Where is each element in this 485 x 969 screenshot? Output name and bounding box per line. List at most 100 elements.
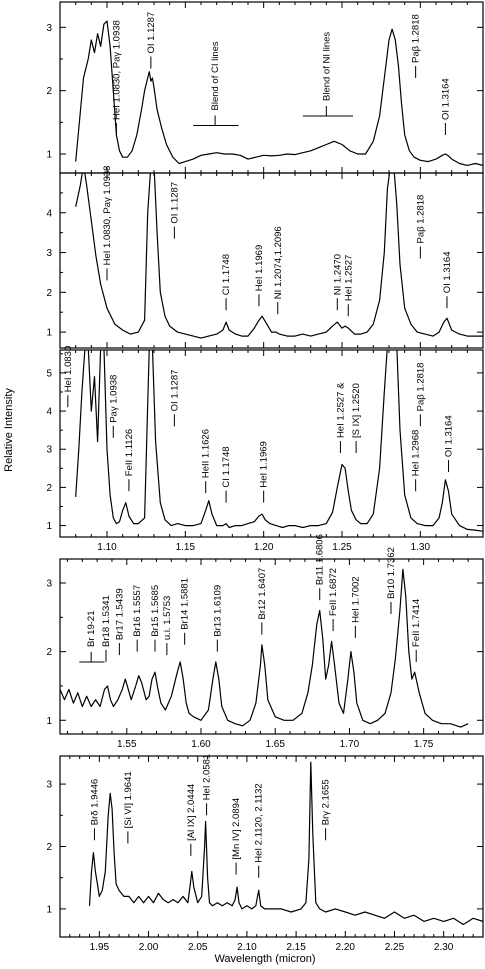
spectrum-line [75,20,483,166]
line-label: Br17 1.5439 [114,588,125,640]
line-label: Br12 1.6407 [257,568,268,620]
spectrum-line [75,173,483,339]
line-label: OI 1.3164 [440,78,451,120]
x-tick-label: 1.95 [90,942,110,953]
panel-5: 1 2 3 1.95 2.00 2.05 2.10 2.15 2.20 2.25 2.30 Brδ 1… [46,754,484,953]
line-label: Br15 1.5685 [150,585,161,637]
y-tick-label: 1 [46,150,52,161]
line-label: Paβ 1.2818 [411,14,422,63]
y-tick-label: 3 [46,579,52,590]
line-label: Blend of NI lines [321,32,332,101]
line-label: Paγ 1.0938 [108,375,119,423]
y-axis-title: Relative Intensity [3,388,15,472]
line-label: FeII 1.6872 [328,568,339,616]
x-tick-label: 1.20 [254,542,274,553]
panel-3: 1 2 3 4 5 1.10 1.15 1.20 1.25 1.30 HeI 1.0830 Paγ 1… [46,346,484,553]
line-label: Br13 1.6109 [212,585,223,637]
panel-4: 1 2 3 1.55 1.60 1.65 1.70 1.75 Br 19-21 Br18 1.53… [46,534,484,750]
x-tick-label: 1.55 [117,739,137,750]
line-label: Paβ 1.2818 [415,195,426,244]
x-tick-label: 2.00 [139,942,159,953]
y-tick-label: 3 [46,23,52,34]
line-label: HeI 1.2527 & [335,382,346,438]
line-label: HeI 2.0581 [202,754,213,800]
line-label: OI 1.1287 [146,12,157,54]
line-label: [S IX] 1.2520 [351,383,362,438]
x-tick-label: 1.30 [411,542,431,553]
line-label: [Si VI] 1.9641 [123,771,134,828]
x-tick-label: 1.65 [265,739,285,750]
x-axis-title: Wavelength (micron) [214,953,315,965]
line-label: HeI 1.0830, Paγ 1.0938 [102,166,113,266]
line-label: Br11 1.6806 [315,534,326,585]
panel-frame [59,755,484,938]
line-label: HeI 1.2968 [411,430,422,476]
line-label: CI 1.1748 [221,254,232,295]
x-tick-label: 1.60 [191,739,211,750]
line-label: Brγ 2.1655 [321,779,332,825]
line-label: u.i. 1.5753 [162,596,173,640]
panel-frame [59,349,484,538]
spectra-panels: 1 2 3 HeI 1.0830, Paγ 1.0938 OI 1.1287 Blend … [46,1,484,953]
x-tick-label: 2.20 [336,942,356,953]
y-tick-label: 3 [46,445,52,456]
x-tick-label: 2.15 [286,942,306,953]
line-label: Br18 1.5341 [101,595,112,647]
line-label: FeII 1.1126 [124,429,135,476]
panel-frame [59,172,484,349]
line-label: Br10 1.7362 [386,547,397,599]
spectrum-line [60,568,469,728]
panel-frame [59,558,484,735]
line-label: Blend of CI lines [210,41,221,110]
line-label: HeI 1.1969 [259,441,270,487]
line-label: HeI 1.1969 [254,245,265,291]
line-label: Paβ 1.2818 [415,363,426,412]
line-label: Br16 1.5557 [132,585,143,637]
line-label: CI 1.1748 [221,446,232,487]
line-label: HeI 1.0830 [63,346,74,392]
y-tick-label: 2 [46,483,52,494]
line-label: Brδ 1.9446 [89,779,100,825]
y-tick-label: 3 [46,248,52,259]
x-tick-label: 2.30 [434,942,454,953]
x-tick-label: 1.70 [340,739,360,750]
x-tick-label: 1.10 [97,542,117,553]
line-label: HeI 1.7002 [350,576,361,622]
panel-1: 1 2 3 HeI 1.0830, Paγ 1.0938 OI 1.1287 Blend … [46,1,484,174]
spectrum-line [88,761,483,926]
y-tick-label: 1 [46,328,52,339]
line-label: NI 1.2074,1.2096 [273,226,284,299]
line-label: [Al IX] 2.0444 [186,784,197,841]
y-tick-label: 1 [46,904,52,915]
y-tick-label: 4 [46,208,52,219]
x-tick-label: 2.25 [385,942,405,953]
line-label: HeI 1.0830, Paγ 1.0938 [111,20,122,120]
y-tick-label: 3 [46,780,52,791]
y-tick-label: 2 [46,288,52,299]
y-tick-label: 4 [46,407,52,418]
x-tick-label: 2.05 [188,942,208,953]
line-label: Br 19-21 [86,611,97,647]
line-label: OI 1.1287 [169,370,180,412]
y-tick-label: 2 [46,842,52,853]
y-tick-label: 1 [46,716,52,727]
x-tick-label: 1.75 [414,739,434,750]
spectrum-line [75,350,483,532]
y-tick-label: 1 [46,521,52,532]
y-tick-label: 2 [46,647,52,658]
x-tick-label: 1.15 [176,542,196,553]
line-label: OI 1.3164 [442,251,453,293]
y-tick-label: 5 [46,368,52,379]
x-tick-label: 2.10 [237,942,257,953]
x-tick-label: 1.25 [332,542,352,553]
line-label: FeII 1.7414 [411,599,422,647]
line-label: Br14 1.5881 [180,578,191,630]
line-label: OI 1.1287 [169,182,180,224]
line-label: HeII 1.1626 [201,429,212,478]
y-tick-label: 2 [46,86,52,97]
line-label: HeI 1.2527 [343,255,354,301]
panel-2: 1 2 3 4 HeI 1.0830, Paγ 1.0938 OI 1.1287 CI 1.… [46,166,484,349]
line-label: [Mn IV] 2.0894 [231,798,242,860]
line-label: HeI 2.1120, 2.1132 [254,783,265,862]
